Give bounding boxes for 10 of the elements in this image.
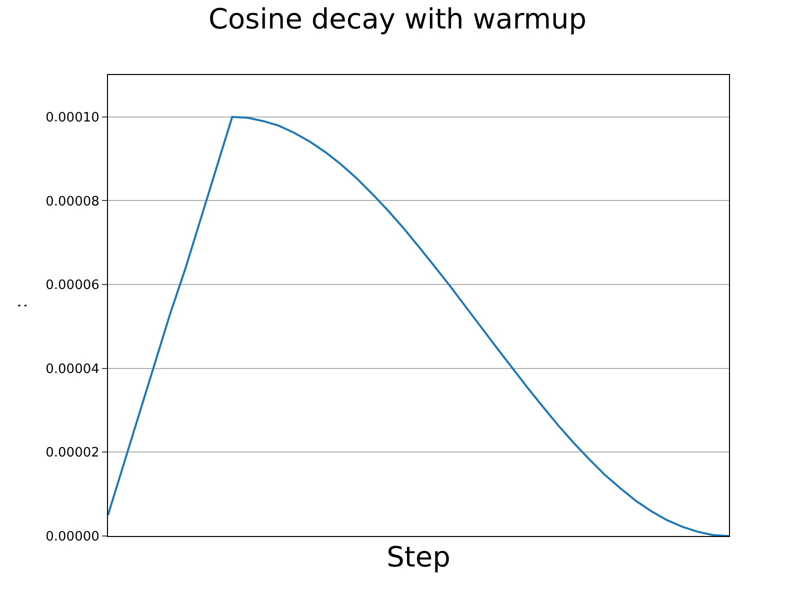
line-series [108,116,729,536]
y-tick-label: 0.00004 [46,362,100,377]
y-tick-label: 0.00000 [46,530,100,545]
y-tick-label: 0.00006 [46,278,100,294]
chart-title: Cosine decay with warmup [208,2,587,36]
x-axis-title: Step [386,540,450,574]
y-tick-label: 0.00002 [46,446,100,461]
y-tick-label: 0.00008 [46,194,100,210]
y-axis-title: : [12,302,31,308]
y-tick-label: 0.00010 [46,110,100,126]
